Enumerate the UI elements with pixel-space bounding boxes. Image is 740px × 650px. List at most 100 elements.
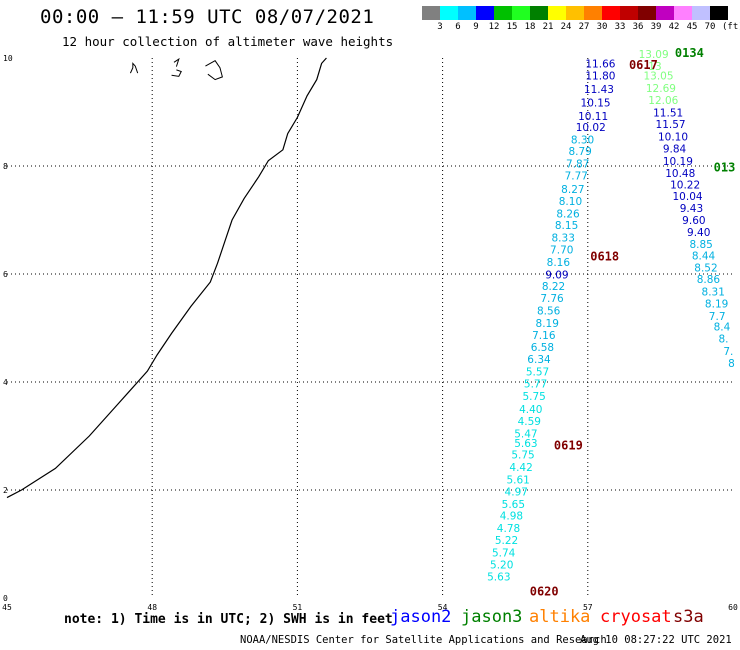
wave-height-label: 9.40 (687, 227, 710, 239)
wave-height-label: 8. (718, 334, 728, 346)
y-tick-label: 4 (3, 378, 8, 387)
colorbar-label: 70 (704, 22, 716, 32)
colorbar-swatch (476, 6, 494, 20)
wave-height-label: 13.09 (639, 49, 669, 61)
wave-height-label: 8.19 (536, 318, 559, 330)
colorbar-label: 36 (632, 22, 644, 32)
wave-height-label: 6.58 (531, 342, 554, 354)
x-tick-label: 57 (583, 603, 593, 612)
wave-height-label: 7.16 (532, 330, 556, 342)
colorbar-label: 42 (668, 22, 680, 32)
wave-height-label: 9.43 (680, 203, 703, 215)
page-title: 00:00 – 11:59 UTC 08/07/2021 (40, 6, 375, 28)
wave-height-label: 5.47 (514, 429, 537, 441)
island-outline (173, 57, 180, 67)
colorbar-swatch (692, 6, 710, 20)
colorbar-label: 30 (596, 22, 608, 32)
wave-height-label: 4.40 (519, 404, 542, 416)
wave-height-label: 11.43 (584, 84, 614, 96)
wave-height-label: 10.19 (663, 156, 693, 168)
wave-height-label: 10.15 (581, 98, 611, 110)
colorbar-swatch (512, 6, 530, 20)
colorbar-swatch (548, 6, 566, 20)
wave-height-label: 11.66 (585, 59, 615, 71)
wave-height-label: 5.77 (524, 378, 547, 390)
pass-time-label: 0134 (675, 46, 704, 60)
wave-height-label: 7.70 (550, 244, 573, 256)
wave-height-label: 8.16 (547, 257, 571, 269)
y-tick-label: 0 (3, 594, 8, 603)
pass-time-label: 0620 (530, 584, 559, 598)
wave-height-label: 5.65 (502, 499, 525, 511)
wave-height-label: 8.15 (555, 220, 578, 232)
colorbar-label: 33 (614, 22, 626, 32)
wave-height-label: 8 (728, 358, 735, 370)
colorbar-unit: (ft) (722, 22, 740, 32)
wave-height-label: 5.63 (514, 438, 537, 450)
colorbar-swatch (566, 6, 584, 20)
satellite-legend-jason3: jason3 (461, 607, 523, 627)
y-tick-label: 6 (3, 270, 8, 279)
pass-time-label: 013 (714, 160, 736, 174)
wave-height-label: 4.59 (518, 416, 541, 428)
wave-height-label: 8.30 (571, 134, 594, 146)
colorbar-swatch (494, 6, 512, 20)
wave-height-label: 4.42 (509, 462, 532, 474)
wave-height-label: 4.78 (497, 523, 520, 535)
wave-height-label: 8.52 (694, 262, 717, 274)
colorbar-swatch (710, 6, 728, 20)
coastline (6, 57, 327, 499)
wave-height-label: 10.02 (576, 122, 606, 134)
wave-height-label: 10.10 (658, 132, 688, 144)
colorbar-label: 24 (560, 22, 572, 32)
y-tick-label: 10 (3, 54, 13, 63)
wave-height-label: 9.60 (682, 215, 705, 227)
pass-time-label: 0617 (629, 58, 658, 72)
colorbar-label: 18 (524, 22, 536, 32)
colorbar-label: 12 (488, 22, 500, 32)
footer-note: note: 1) Time is in UTC; 2) SWH is in fe… (64, 612, 393, 627)
colorbar-label: 9 (473, 22, 479, 32)
wave-height-label: 12.06 (648, 95, 678, 107)
satellite-legend-altika: altika (529, 607, 591, 627)
wave-height-label: 8.10 (559, 196, 582, 208)
wave-height-label: 7.76 (540, 293, 564, 305)
wave-height-label: 11.57 (656, 119, 686, 131)
colorbar-swatch (674, 6, 692, 20)
colorbar-swatch (656, 6, 674, 20)
colorbar-label: 6 (455, 22, 461, 32)
y-tick-label: 2 (3, 486, 8, 495)
wave-height-label: 5.75 (511, 450, 534, 462)
wave-height-label: 11.51 (653, 107, 683, 119)
x-tick-label: 48 (147, 603, 157, 612)
x-tick-label: 54 (438, 603, 448, 612)
wave-height-label: 8.4 (714, 322, 731, 334)
pass-time-label: 0618 (590, 250, 619, 264)
x-tick-label: 60 (728, 603, 738, 612)
wave-height-label: 13.05 (643, 71, 673, 83)
wave-height-label: 7.87 (566, 159, 589, 171)
colorbar-swatch (440, 6, 458, 20)
wave-height-label: 10.22 (670, 180, 700, 192)
colorbar-swatch (584, 6, 602, 20)
wave-height-label: 11.80 (585, 71, 615, 83)
wave-height-label: 10.48 (665, 168, 695, 180)
wave-height-label: 7. (723, 346, 733, 358)
island-outline (129, 62, 139, 74)
colorbar-swatch (638, 6, 656, 20)
wave-height-label: 12.69 (646, 83, 676, 95)
wave-height-label: 8.44 (692, 250, 716, 262)
wave-height-label: 8.56 (537, 306, 561, 318)
wave-height-label: 9.84 (663, 144, 687, 156)
colorbar-label: 3 (437, 22, 443, 32)
colorbar-swatch (422, 6, 440, 20)
wave-height-label: 4.97 (505, 486, 528, 498)
wave-height-label: 8.31 (702, 287, 725, 299)
wave-height-label: 8.26 (556, 208, 580, 220)
colorbar-swatch (602, 6, 620, 20)
colorbar-swatch (530, 6, 548, 20)
wave-height-label: 6.34 (527, 354, 551, 366)
island-outline (205, 60, 223, 81)
satellite-legend-cryosat: cryosat (600, 607, 672, 627)
